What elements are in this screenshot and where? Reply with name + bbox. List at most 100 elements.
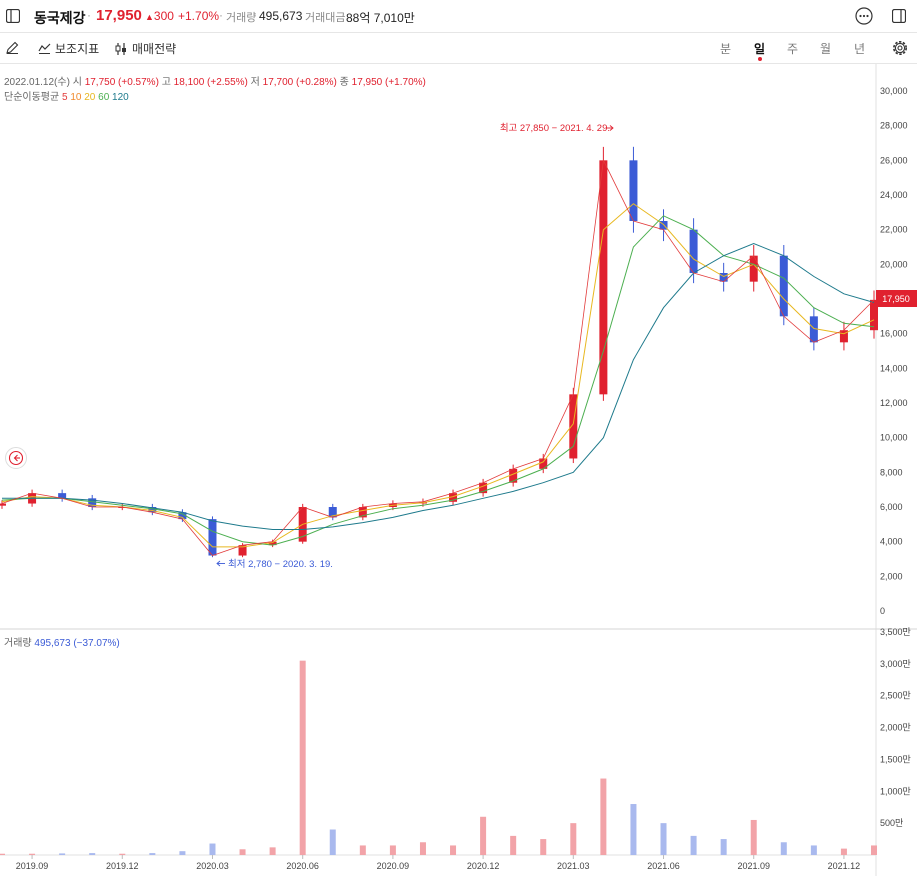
volume-bar xyxy=(59,853,66,855)
volume-tick-label: 1,500만 xyxy=(880,754,911,764)
candlesticks xyxy=(0,146,878,558)
x-tick-label: 2019.12 xyxy=(106,861,139,871)
price-tick-label: 22,000 xyxy=(880,225,908,235)
ohlc-date: 2022.01.12(수) xyxy=(4,77,70,88)
volume-bar xyxy=(329,829,336,855)
volume-bar xyxy=(510,835,517,855)
panel-toggle-icon[interactable] xyxy=(892,9,906,23)
candle xyxy=(509,464,518,487)
pencil-icon[interactable] xyxy=(6,41,19,54)
indicator-label: 보조지표 xyxy=(55,42,100,56)
high-value: 18,100 (+2.55%) xyxy=(173,77,248,88)
volume-bar xyxy=(871,845,877,855)
volume-tick-label: 1,000만 xyxy=(880,786,911,796)
low-label: 저 xyxy=(250,77,260,88)
candle xyxy=(178,509,187,522)
ma20-line xyxy=(1,203,875,548)
candle xyxy=(58,489,67,502)
volume-bar xyxy=(810,845,817,855)
candle xyxy=(88,494,97,511)
x-tick-label: 2020.12 xyxy=(467,861,500,871)
close-value: 17,950 (+1.70%) xyxy=(351,77,426,88)
volume-bar xyxy=(750,819,757,855)
chart-toolbar xyxy=(0,33,917,64)
price-tick-label: 16,000 xyxy=(880,329,908,339)
volume-tick-label: 3,000만 xyxy=(880,659,911,669)
up-triangle-icon: ▲ xyxy=(145,12,154,22)
x-tick-label: 2021.09 xyxy=(737,861,770,871)
volume-tick-label: 500만 xyxy=(880,818,903,828)
volume-bar xyxy=(299,660,306,855)
volume-bar xyxy=(389,845,396,855)
price-tick-label: 10,000 xyxy=(880,433,908,443)
low-value: 17,700 (+0.28%) xyxy=(262,77,337,88)
price-volume-chart[interactable]: 0 2,000 4,000 6,000 8,000 10,000 12,000 14,000 1… xyxy=(0,64,917,876)
price-tick-label: 26,000 xyxy=(880,155,908,165)
volume-bar xyxy=(179,851,186,855)
price-tick-label: 4,000 xyxy=(880,537,903,547)
volume-bar xyxy=(89,853,96,855)
period-year[interactable]: 년 xyxy=(854,42,866,56)
price-tick-label: 6,000 xyxy=(880,502,903,512)
ohlc-info: 2022.01.12(수) 시 17,750 (+0.57%) 고 18,100… xyxy=(4,73,426,88)
price-tick-label: 30,000 xyxy=(880,86,908,96)
amount-value: 88억 7,010만 xyxy=(346,11,415,25)
settings-gear-icon[interactable] xyxy=(891,39,909,57)
x-tick-label: 2020.03 xyxy=(196,861,229,871)
volume-bar xyxy=(690,835,697,855)
indicator-button[interactable]: 보조지표 xyxy=(38,40,99,57)
volume-label: 거래량 xyxy=(226,12,257,24)
price-tick-label: 2,000 xyxy=(880,571,903,581)
volume-bar xyxy=(0,853,5,855)
period-day[interactable]: 일 xyxy=(754,42,766,56)
volume-bar xyxy=(359,845,366,855)
volume-bar xyxy=(450,845,457,855)
scroll-back-button[interactable] xyxy=(5,447,27,469)
price-change: ▲300 xyxy=(145,9,174,23)
candle xyxy=(599,146,608,401)
price-y-axis: 0 2,000 4,000 6,000 8,000 10,000 12,000 14,000 1… xyxy=(880,86,908,616)
candle xyxy=(719,262,728,292)
price-tick-label: 24,000 xyxy=(880,190,908,200)
separator: · xyxy=(87,8,91,22)
volume-bar xyxy=(29,853,36,855)
price-tick-label: 8,000 xyxy=(880,467,903,477)
candle xyxy=(839,321,848,351)
last-price-label: 17,950 xyxy=(882,294,910,304)
candle xyxy=(870,290,878,339)
period-week[interactable]: 주 xyxy=(787,42,799,56)
ma-legend-10: 10 xyxy=(70,92,82,103)
period-month[interactable]: 월 xyxy=(820,42,832,56)
candle xyxy=(779,245,788,326)
ma-legend-5: 5 xyxy=(61,92,68,103)
stock-name: 동국제강 xyxy=(34,10,86,26)
close-line xyxy=(1,158,875,556)
candle xyxy=(268,539,277,548)
high-annotation: 최고 27,850 − 2021. 4. 29. xyxy=(500,123,610,134)
strategy-label: 매매전략 xyxy=(132,42,177,56)
candle xyxy=(629,146,638,233)
x-axis: 2019.09 2019.12 2020.03 2020.06 2020.09 2020.… xyxy=(16,855,860,871)
price-tick-label: 0 xyxy=(880,606,885,616)
price-change-pct: +1.70% xyxy=(178,9,220,23)
x-tick-label: 2019.09 xyxy=(16,861,49,871)
more-options-icon[interactable] xyxy=(855,7,873,25)
period-minute[interactable]: 분 xyxy=(720,42,732,56)
price-tick-label: 20,000 xyxy=(880,259,908,269)
sidebar-toggle-icon[interactable] xyxy=(6,9,20,23)
close-label: 종 xyxy=(339,77,349,88)
volume-tick-label: 3,500만 xyxy=(880,627,911,637)
x-tick-label: 2021.03 xyxy=(557,861,590,871)
ma-legend-label: 단순이동평균 xyxy=(4,92,60,103)
volume-bar xyxy=(239,849,246,855)
volume-legend: 거래량 495,673 (−37.07%) xyxy=(4,634,120,649)
last-price-tag xyxy=(876,290,917,307)
volume-bar xyxy=(119,853,126,855)
separator-2: · xyxy=(219,8,223,22)
strategy-button[interactable]: 매매전략 xyxy=(115,40,176,57)
volume-bar xyxy=(540,839,547,855)
volume-bar xyxy=(209,843,216,855)
candle xyxy=(148,503,157,516)
low-annotation: 최저 2,780 − 2020. 3. 19. xyxy=(228,559,333,570)
volume-value: 495,673 xyxy=(259,9,303,23)
